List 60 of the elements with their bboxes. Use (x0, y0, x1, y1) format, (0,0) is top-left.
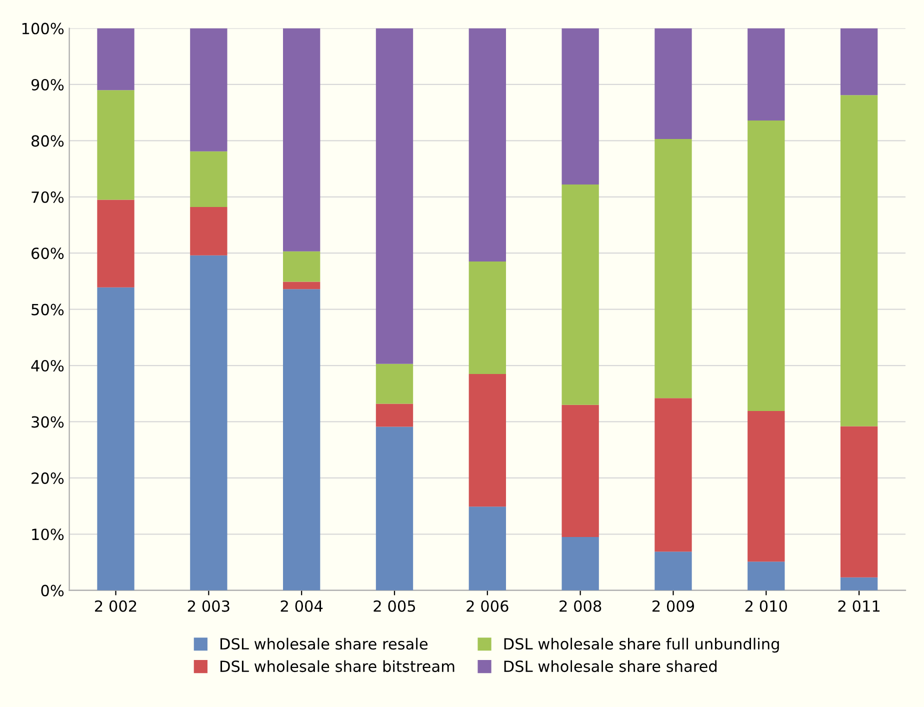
bar (654, 139, 692, 398)
x-tick-label: 2 003 (188, 600, 230, 612)
bar (654, 398, 692, 552)
bar (283, 251, 320, 282)
bar (376, 404, 414, 427)
bar (748, 28, 785, 120)
x-tick-label: 2 002 (95, 600, 136, 612)
x-tick-label: 2 010 (745, 600, 788, 612)
bar (190, 151, 228, 208)
y-tick-label: 30% (32, 416, 64, 428)
bar (562, 536, 599, 590)
y-tick-label: 20% (32, 472, 64, 484)
bar (562, 404, 599, 537)
bar (654, 28, 692, 140)
bar (376, 28, 414, 364)
bar (468, 28, 506, 262)
bar (376, 426, 414, 590)
x-tick-label: 2 005 (374, 600, 416, 612)
bar (97, 28, 134, 90)
bar (840, 95, 878, 426)
x-tick-label: 2 006 (466, 600, 508, 612)
legend-label: DSL wholesale share shared (504, 660, 717, 672)
x-tick-label: 2 004 (280, 600, 323, 612)
bar (190, 28, 228, 152)
bar (748, 562, 785, 590)
y-tick-label: 10% (32, 528, 64, 540)
bar (97, 200, 134, 288)
y-tick-label: 50% (32, 304, 64, 316)
bar (283, 28, 320, 252)
y-tick-label: 80% (32, 135, 64, 147)
bar (562, 28, 599, 185)
bar (748, 411, 785, 562)
y-tick-label: 70% (32, 191, 64, 203)
bar (840, 577, 878, 590)
legend-label: DSL wholesale share bitstream (220, 660, 454, 672)
bar (468, 506, 506, 590)
bar (97, 287, 134, 590)
bar (190, 255, 228, 590)
x-tick-label: 2 011 (838, 600, 880, 612)
bar (376, 364, 414, 404)
bar (840, 426, 878, 578)
y-tick-label: 90% (31, 78, 64, 91)
bar (283, 289, 320, 590)
bar (840, 28, 878, 96)
bar (748, 120, 785, 412)
bar (468, 374, 506, 507)
bar (190, 207, 228, 256)
y-tick-label: 0% (41, 584, 64, 596)
bar (468, 262, 506, 374)
bar (283, 282, 320, 290)
bar (654, 552, 692, 590)
x-tick-label: 2 008 (560, 600, 602, 612)
y-tick-label: 100% (22, 22, 64, 34)
bar (562, 184, 599, 405)
y-tick-label: 60% (32, 248, 64, 260)
x-tick-label: 2 009 (652, 600, 694, 612)
y-tick-label: 40% (31, 360, 64, 372)
legend-label: DSL wholesale share full unbundling (504, 638, 779, 653)
legend-label: DSL wholesale share resale (220, 638, 428, 650)
bar (97, 90, 134, 200)
